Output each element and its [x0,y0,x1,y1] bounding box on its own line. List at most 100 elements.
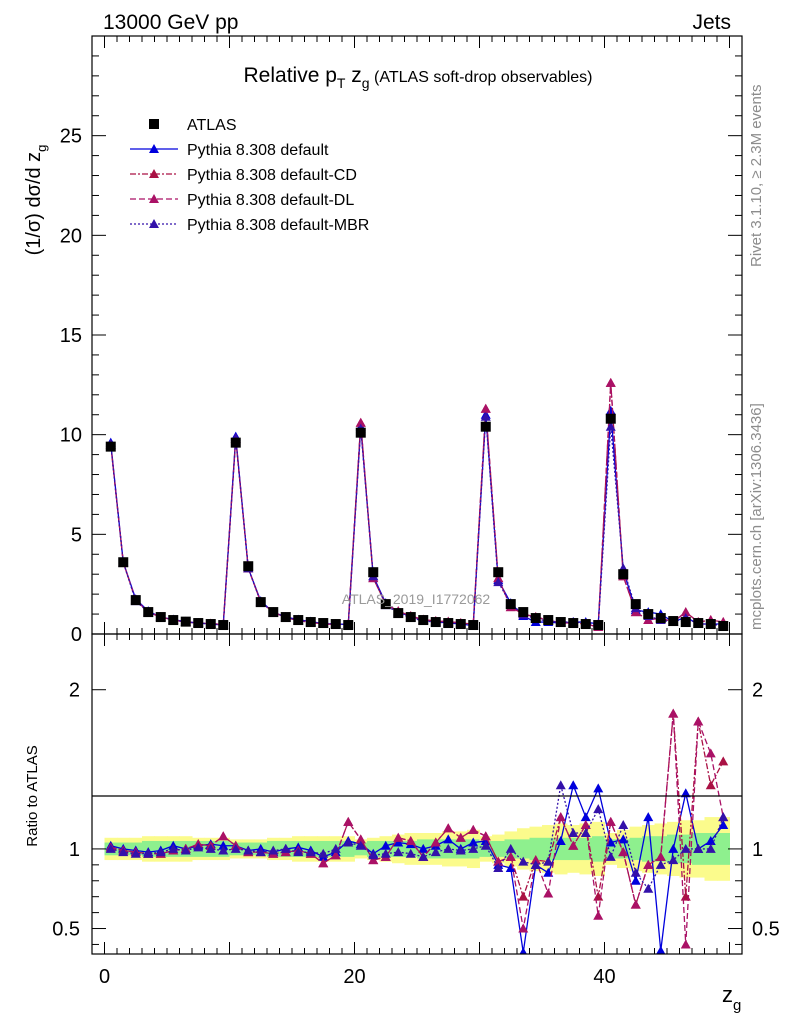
ratio-band-inner [717,833,730,865]
ratio-band-inner [367,840,380,857]
data-point-atlas [205,619,216,630]
legend-marker-pythia-8-308-default-cd [149,169,159,178]
ratio-point-pythia-8-308-default [618,834,629,844]
ratio-point-pythia-8-308-default-mbr [580,828,591,838]
data-point-pythia-8-308-default-mbr [605,421,616,431]
legend-marker-pythia-8-308-default [149,144,159,153]
data-point-atlas [305,617,316,628]
ratio-point-pythia-8-308-default [380,840,391,850]
ratio-band-inner [542,837,555,861]
data-point-atlas [468,620,479,631]
ratio-point-pythia-8-308-default [680,788,691,798]
main-y-axis-label-text: (1/σ) dσ/d z [23,152,45,256]
data-point-atlas [530,613,541,624]
data-point-atlas [380,599,391,610]
data-point-atlas [568,618,579,629]
analysis-watermark: ATLAS_2019_I1772062 [342,591,491,607]
ratio-point-pythia-8-308-default [705,835,716,845]
data-point-atlas [618,569,629,580]
data-point-atlas [268,607,279,618]
ratio-point-pythia-8-308-default [668,843,679,853]
data-point-atlas [343,620,354,631]
ratio-point-pythia-8-308-default-dl [343,816,354,826]
ratio-point-pythia-8-308-default-mbr [330,843,341,853]
ratio-point-pythia-8-308-default-mbr [480,840,491,850]
mcplots-source-label: mcplots.cern.ch [arXiv:1306.3436] [748,403,765,630]
ratio-point-pythia-8-308-default-mbr [530,859,541,869]
ratio-point-pythia-8-308-default-mbr [318,848,329,858]
ratio-point-pythia-8-308-default-dl [580,820,591,830]
ratio-point-pythia-8-308-default-mbr [193,842,204,852]
data-point-atlas [605,413,616,424]
data-point-atlas [243,561,254,572]
data-point-atlas [518,607,529,618]
axis-ticks: 0 20 40 0 5 10 15 20 25 0.5 0.5 1 1 2 2 [52,36,780,988]
data-point-atlas [368,567,379,578]
ratio-point-pythia-8-308-default-dl [218,831,229,841]
ratio-point-pythia-8-308-default-mbr [293,847,304,857]
ratio-band-inner [592,836,605,862]
ratio-point-pythia-8-308-default-cd [680,891,691,901]
legend-marker-atlas [149,119,159,129]
ratio-point-pythia-8-308-default-mbr [568,828,579,838]
ratio-point-pythia-8-308-default-mbr [243,845,254,855]
ratio-point-pythia-8-308-default-dl [568,840,579,850]
ratio-point-pythia-8-308-default [505,863,516,873]
data-point-atlas [318,618,329,629]
data-point-atlas [255,597,266,608]
ratio-point-pythia-8-308-default [630,875,641,885]
ratio-point-pythia-8-308-default-dl [355,834,366,844]
ratio-y-tick-label-right: 0.5 [752,919,780,941]
ratio-point-pythia-8-308-default-dl [543,888,554,898]
ratio-point-pythia-8-308-default-mbr [630,867,641,877]
ratio-point-pythia-8-308-default-mbr [643,883,654,893]
ratio-point-pythia-8-308-default-dl [643,859,654,869]
data-point-atlas [405,612,416,623]
data-point-atlas [230,437,241,448]
ratio-point-pythia-8-308-default-mbr [555,780,566,790]
ratio-point-pythia-8-308-default-mbr [368,850,379,860]
data-point-atlas [355,427,366,438]
data-point-pythia-8-308-default-mbr [493,577,504,587]
ratio-point-pythia-8-308-default-mbr [355,840,366,850]
ratio-point-pythia-8-308-default-mbr [218,845,229,855]
data-point-atlas [643,609,654,620]
ratio-point-pythia-8-308-default-mbr [380,848,391,858]
ratio-point-pythia-8-308-default-mbr [268,845,279,855]
ratio-point-pythia-8-308-default-dl [480,831,491,841]
ratio-point-pythia-8-308-default-dl [618,847,629,857]
main-y-tick-label: 5 [71,524,82,546]
data-point-pythia-8-308-default-dl [355,417,366,427]
plot-title-main: Relative p [244,64,337,87]
ratio-y-tick-label-left: 0.5 [52,919,80,941]
ratio-point-pythia-8-308-default-dl [505,851,516,861]
x-tick-label: 40 [593,966,615,988]
data-point-atlas [505,599,516,610]
ratio-point-pythia-8-308-default-dl [530,855,541,865]
main-y-axis-label-sub: g [34,145,49,152]
data-point-atlas [580,619,591,630]
data-point-pythia-8-308-default-dl [680,607,691,617]
plot-title-z: z [345,64,361,87]
ratio-point-pythia-8-308-default-mbr [280,843,291,853]
data-point-pythia-8-308-default-mbr [480,411,491,421]
ratio-point-pythia-8-308-default-mbr [230,843,241,853]
ratio-point-pythia-8-308-default-mbr [618,820,629,830]
data-point-atlas [293,615,304,626]
ratio-point-pythia-8-308-default-mbr [593,804,604,814]
ratio-point-pythia-8-308-default [468,837,479,847]
ratio-band-inner [517,839,530,859]
ratio-point-pythia-8-308-default-mbr [518,856,529,866]
ratio-point-pythia-8-308-default-mbr [455,845,466,855]
plot-title-sub-g: g [362,75,370,91]
ratio-point-pythia-8-308-default-mbr [493,863,504,873]
data-point-atlas [168,615,179,626]
ratio-point-pythia-8-308-default-dl [468,824,479,834]
data-point-atlas [280,612,291,623]
ratio-point-pythia-8-308-default-mbr [668,855,679,865]
ratio-point-pythia-8-308-default-dl [693,716,704,726]
x-tick-label: 20 [343,966,365,988]
ratio-band-inner [629,837,643,861]
data-point-atlas [693,618,704,629]
header-process: Jets [692,11,731,34]
